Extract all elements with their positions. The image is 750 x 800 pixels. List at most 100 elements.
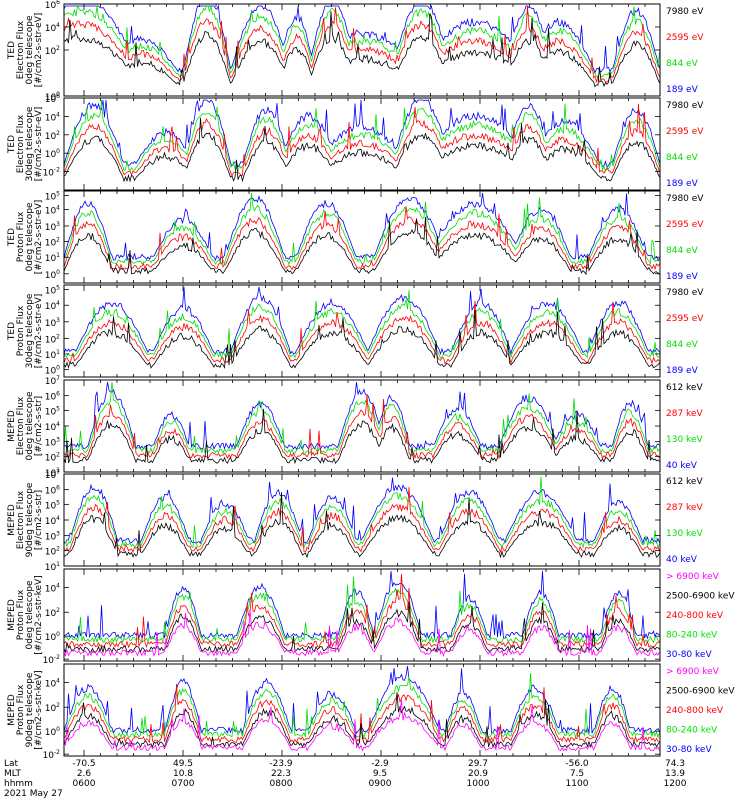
legend-entry: 287 keV xyxy=(666,409,703,419)
y-tick-exponent: 4 xyxy=(56,300,60,307)
y-tick-exponent: 3 xyxy=(56,317,60,324)
series-trace-red xyxy=(64,206,660,271)
y-tick-exponent: 0 xyxy=(56,365,60,372)
y-tick-exponent: 3 xyxy=(56,221,60,228)
y-tick-exponent: 6 xyxy=(56,391,60,398)
y-axis-label-line: [#/cm2-s-str] xyxy=(34,396,44,456)
series-trace-black xyxy=(64,492,660,559)
y-tick-label: 104 xyxy=(45,515,60,527)
y-tick-exponent: 1 xyxy=(56,252,60,259)
y-tick-exponent: 6 xyxy=(56,0,60,6)
y-tick-exponent: 2 xyxy=(56,451,60,458)
y-axis-label-line: MEPED xyxy=(7,694,17,726)
legend-entry: 240-800 keV xyxy=(666,611,724,621)
y-tick-label: 102 xyxy=(45,45,60,57)
legend-entry: 2595 eV xyxy=(666,127,704,137)
series-trace-green xyxy=(64,290,660,360)
y-tick-exponent: 0 xyxy=(56,726,60,733)
y-tick-label: 104 xyxy=(45,421,60,433)
legend-entry: 844 eV xyxy=(666,246,699,256)
legend-entry: 30-80 keV xyxy=(666,650,712,660)
legend-entry: 7980 eV xyxy=(666,288,704,298)
y-tick-label: 105 xyxy=(45,499,60,511)
legend-entry: 189 eV xyxy=(666,179,699,189)
y-axis-label-line: [#/cm2-s-str-keV] xyxy=(34,575,44,654)
y-tick-exponent: -2 xyxy=(54,167,60,174)
y-tick-label: 102 xyxy=(45,702,60,714)
y-tick-exponent: 0 xyxy=(56,91,60,98)
column-value-hhmm: 1100 xyxy=(566,779,589,789)
y-tick-exponent: 4 xyxy=(56,677,60,684)
series-trace-magenta xyxy=(64,609,660,658)
plot-frame xyxy=(63,568,661,662)
y-tick-exponent: 0 xyxy=(56,631,60,638)
y-axis-label-line: 0deg telescope xyxy=(25,391,35,461)
plot-frame xyxy=(63,97,661,191)
y-axis-label: MEPEDProton Flux90deg telescope[#/cm2-s-… xyxy=(7,670,44,749)
series-trace-red xyxy=(64,487,660,554)
y-tick-label: 106 xyxy=(45,391,60,403)
row-label: MLT xyxy=(4,769,22,779)
y-tick-exponent: 1 xyxy=(56,349,60,356)
y-tick-label: 106 xyxy=(45,93,60,105)
column-value-hhmm: 0800 xyxy=(270,779,293,789)
y-axis-label-line: [#/cm2-s-str-keV] xyxy=(34,670,44,749)
y-tick-label: 105 xyxy=(45,191,60,203)
panel-traces xyxy=(64,665,660,752)
series-trace-red xyxy=(64,394,660,460)
y-axis-label: MEPEDElectron Flux90deg telescope[#/cm2-… xyxy=(7,482,44,557)
y-tick-label: 103 xyxy=(45,531,60,543)
panel-traces xyxy=(64,476,660,559)
legend-entry: 844 eV xyxy=(666,340,699,350)
y-axis-label: TEDElectron Flux30deg telescope[#/cm2-s-… xyxy=(7,106,44,181)
y-tick-label: 106 xyxy=(45,0,60,11)
y-tick-label: 102 xyxy=(45,607,60,619)
y-tick-label: 104 xyxy=(45,22,60,34)
panel-traces xyxy=(64,381,660,465)
y-tick-label: 100 xyxy=(45,726,60,738)
y-axis-label-line: Proton Flux xyxy=(16,684,26,735)
column-value-lat: -70.5 xyxy=(72,759,95,769)
legend-entry: 80-240 keV xyxy=(666,631,718,641)
column-value-mlt: 13.9 xyxy=(665,769,685,779)
y-tick-label: 107 xyxy=(45,469,60,481)
y-tick-exponent: 4 xyxy=(56,111,60,118)
legend-entry: 2595 eV xyxy=(666,314,704,324)
y-tick-label: 104 xyxy=(45,677,60,689)
legend-entry: 30-80 keV xyxy=(666,745,712,755)
row-label: Lat xyxy=(4,759,19,769)
y-axis-label-line: 90deg telescope xyxy=(25,672,35,747)
y-tick-label: 104 xyxy=(45,300,60,312)
y-axis-label-line: [#/cm2-s-str-eV] xyxy=(34,200,44,275)
series-trace-magenta xyxy=(64,699,660,752)
column-value-mlt: 2.6 xyxy=(77,769,92,779)
column-value-mlt: 10.8 xyxy=(173,769,193,779)
legend-entry: 7980 eV xyxy=(666,7,704,17)
legend-entry: 189 eV xyxy=(666,85,699,95)
series-trace-blue xyxy=(64,192,660,262)
column-value-hhmm: 0600 xyxy=(73,779,96,789)
y-axis-label-line: 30deg telescope xyxy=(25,106,35,181)
y-tick-label: 100 xyxy=(45,631,60,643)
legend-entry: 2595 eV xyxy=(666,33,704,43)
y-tick-exponent: 2 xyxy=(56,237,60,244)
y-tick-exponent: -2 xyxy=(54,654,60,661)
legend-entry: 240-800 keV xyxy=(666,706,724,716)
y-tick-label: 106 xyxy=(45,485,60,497)
series-trace-red xyxy=(64,573,660,649)
legend-entry: > 6900 keV xyxy=(666,667,720,677)
column-value-mlt: 7.5 xyxy=(570,769,584,779)
y-tick-label: 101 xyxy=(45,561,60,573)
column-value-hhmm: 1000 xyxy=(467,779,490,789)
series-trace-black xyxy=(64,408,660,465)
y-axis-label: TEDProton Flux30deg telescope[#/cm2-s-st… xyxy=(7,293,44,368)
y-axis-label-line: [#/cm2-s-str] xyxy=(34,490,44,550)
legend-entry: 612 keV xyxy=(666,383,703,393)
legend-entry: 7980 eV xyxy=(666,101,704,111)
y-tick-exponent: 4 xyxy=(56,204,60,211)
series-trace-red xyxy=(64,683,660,744)
